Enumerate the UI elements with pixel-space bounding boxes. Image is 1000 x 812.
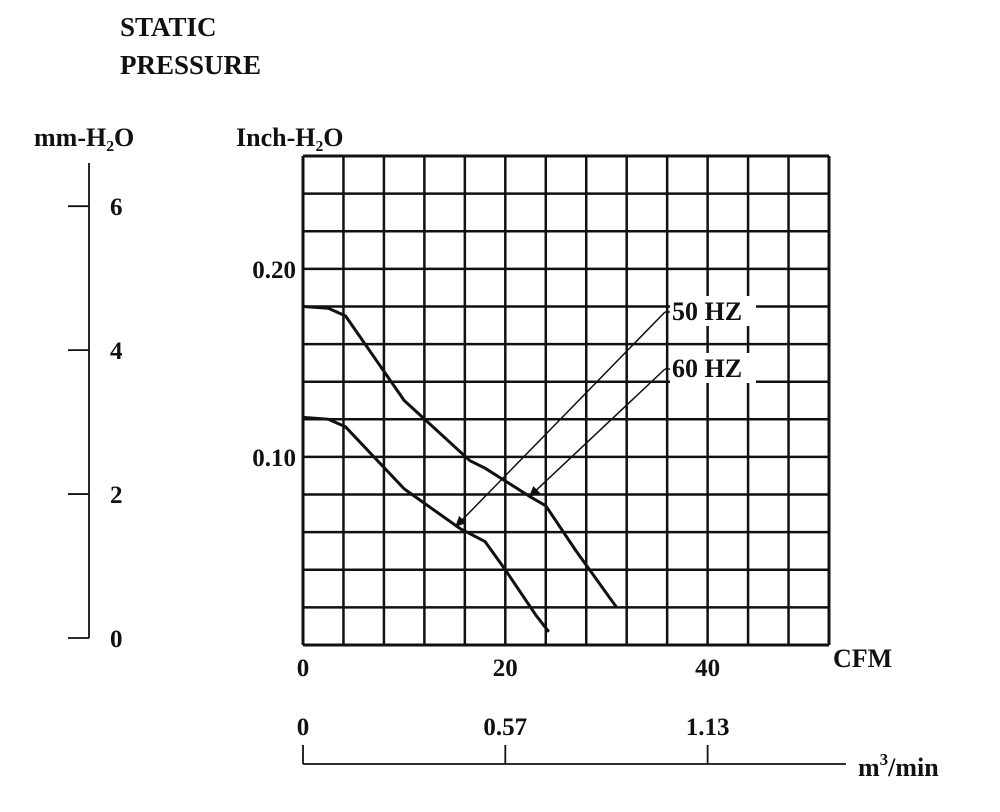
left-scale-tick-label: 2 xyxy=(110,482,123,509)
series-line xyxy=(302,415,550,633)
chart-title-line-2: PRESSURE xyxy=(120,50,261,80)
callout-arrow xyxy=(455,311,666,528)
bottom-scale-tick-label: 0.57 xyxy=(483,714,527,741)
series-callouts: 50 HZ 60 HZ xyxy=(455,296,756,528)
x-axis-unit-label: CFM xyxy=(833,644,892,673)
data-series xyxy=(302,305,618,633)
inner-axis-unit-label: Inch-H₂O xyxy=(236,123,343,152)
left-axis-unit-label: mm-H₂O xyxy=(34,123,134,152)
bottom-scale-tick-label: 0 xyxy=(297,714,310,741)
axis-ticks: 0 20 40 0.10 0.20 xyxy=(252,257,720,682)
left-scale-tick-label: 6 xyxy=(110,194,123,221)
left-scale-tick-label: 4 xyxy=(110,338,123,365)
callout-label-background xyxy=(670,353,756,383)
chart-grid xyxy=(301,154,831,647)
x-tick-label: 0 xyxy=(297,655,310,682)
callout-arrow xyxy=(528,368,666,498)
callout-label: 60 HZ xyxy=(672,354,742,383)
bottom-axis-unit-label: m3/min xyxy=(858,750,939,782)
bottom-axis-unit-sup: 3 xyxy=(880,750,889,769)
series-line xyxy=(302,305,618,609)
bottom-scale-tick-label: 1.13 xyxy=(686,714,730,741)
left-mm-scale: 0 2 4 6 xyxy=(68,163,123,653)
bottom-axis-unit-tail: /min xyxy=(887,753,939,782)
bottom-m3-scale: 0 0.57 1.13 xyxy=(297,714,846,765)
chart-title-line-1: STATIC xyxy=(120,12,217,42)
callout-label-background xyxy=(670,296,756,326)
x-tick-label: 20 xyxy=(493,655,518,682)
x-tick-label: 40 xyxy=(695,655,720,682)
y-tick-label: 0.20 xyxy=(252,257,296,284)
bottom-axis-unit-base: m xyxy=(858,753,880,782)
y-tick-label: 0.10 xyxy=(252,445,296,472)
callout-label: 50 HZ xyxy=(672,297,742,326)
left-scale-tick-label: 0 xyxy=(110,626,123,653)
